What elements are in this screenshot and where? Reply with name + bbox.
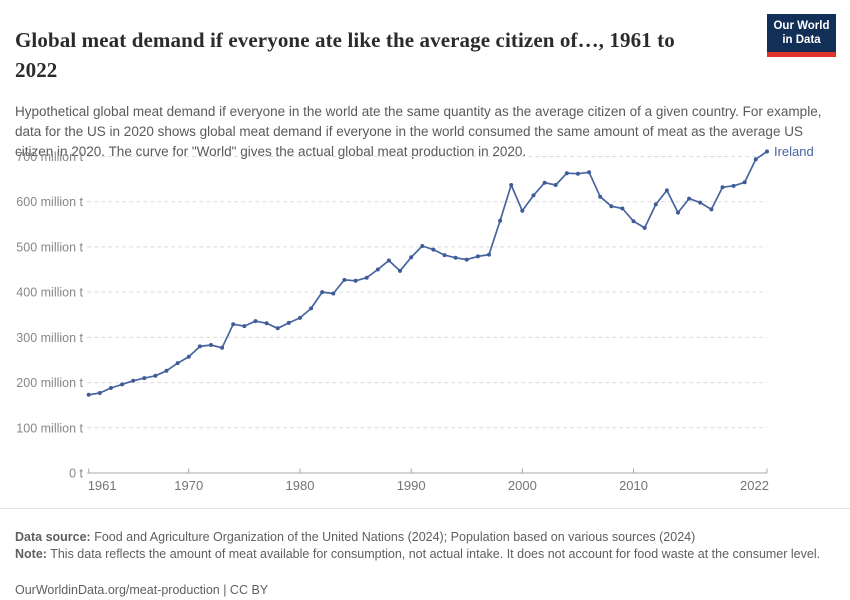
svg-text:0 t: 0 t	[69, 467, 83, 481]
citation-line: OurWorldinData.org/meat-production | CC …	[15, 582, 269, 597]
note-label: Note:	[15, 546, 47, 561]
svg-text:1980: 1980	[286, 478, 315, 493]
svg-text:1961: 1961	[88, 478, 117, 493]
svg-text:1970: 1970	[174, 478, 203, 493]
data-source-label: Data source:	[15, 529, 91, 544]
data-source-line: Data source: Food and Agriculture Organi…	[15, 528, 835, 546]
chart-subtitle: Hypothetical global meat demand if every…	[15, 103, 822, 160]
svg-text:1990: 1990	[397, 478, 426, 493]
svg-text:500 million t: 500 million t	[16, 240, 83, 254]
svg-text:600 million t: 600 million t	[16, 195, 83, 209]
owid-logo-line2: in Data	[782, 34, 821, 46]
page-title: Global meat demand if everyone ate like …	[15, 28, 675, 82]
svg-text:200 million t: 200 million t	[16, 376, 83, 390]
svg-text:400 million t: 400 million t	[16, 286, 83, 300]
footer-divider	[0, 508, 850, 509]
note-line: Note: This data reflects the amount of m…	[15, 545, 835, 563]
series-end-label: Ireland	[774, 144, 814, 159]
svg-text:300 million t: 300 million t	[16, 331, 83, 345]
svg-text:2010: 2010	[619, 478, 648, 493]
owid-logo-line1: Our World	[773, 19, 830, 32]
owid-logo[interactable]: Our World in Data	[767, 14, 836, 57]
svg-text:2000: 2000	[508, 478, 537, 493]
svg-text:100 million t: 100 million t	[16, 421, 83, 435]
data-source-text: Food and Agriculture Organization of the…	[90, 529, 696, 544]
note-text: This data reflects the amount of meat av…	[46, 546, 821, 561]
svg-text:2022: 2022	[740, 478, 769, 493]
svg-text:700 million t: 700 million t	[16, 150, 83, 164]
